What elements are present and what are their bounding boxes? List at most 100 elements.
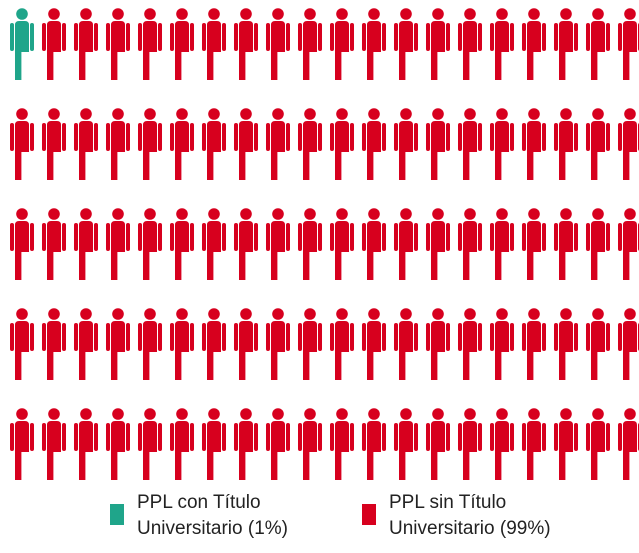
icon-head bbox=[624, 308, 636, 320]
person-icon bbox=[202, 8, 226, 80]
icon-arm bbox=[266, 123, 270, 151]
person-icon bbox=[234, 408, 258, 480]
icon-arm bbox=[362, 123, 366, 151]
person-icon bbox=[426, 408, 450, 480]
icon-arm bbox=[350, 223, 354, 251]
icon-head bbox=[560, 408, 572, 420]
person-icon bbox=[362, 308, 386, 380]
person-icon bbox=[394, 308, 418, 380]
icon-body bbox=[591, 421, 605, 480]
icon-arm bbox=[286, 423, 290, 451]
person-icon bbox=[234, 8, 258, 80]
icon-arm bbox=[490, 123, 494, 151]
icon-body bbox=[271, 121, 285, 180]
icon-arm bbox=[74, 323, 78, 351]
icon-arm bbox=[446, 23, 450, 51]
icon-arm bbox=[158, 223, 162, 251]
icon-body bbox=[335, 221, 349, 280]
icon-body bbox=[303, 21, 317, 80]
icon-arm bbox=[382, 423, 386, 451]
icon-head bbox=[400, 108, 412, 120]
icon-arm bbox=[542, 123, 546, 151]
person-icon bbox=[330, 408, 354, 480]
icon-arm bbox=[478, 23, 482, 51]
icon-arm bbox=[286, 223, 290, 251]
icon-arm bbox=[478, 123, 482, 151]
icon-arm bbox=[458, 423, 462, 451]
icon-head bbox=[80, 108, 92, 120]
icon-body bbox=[175, 21, 189, 80]
icon-arm bbox=[414, 323, 418, 351]
icon-arm bbox=[362, 323, 366, 351]
person-icon bbox=[362, 408, 386, 480]
icon-body bbox=[559, 21, 573, 80]
icon-arm bbox=[106, 123, 110, 151]
icon-arm bbox=[586, 23, 590, 51]
icon-body bbox=[495, 421, 509, 480]
icon-arm bbox=[318, 223, 322, 251]
icon-arm bbox=[30, 323, 34, 351]
icon-head bbox=[528, 8, 540, 20]
icon-arm bbox=[222, 223, 226, 251]
icon-arm bbox=[426, 23, 430, 51]
icon-head bbox=[176, 408, 188, 420]
icon-body bbox=[367, 421, 381, 480]
icon-arm bbox=[458, 123, 462, 151]
icon-head bbox=[560, 208, 572, 220]
icon-head bbox=[112, 108, 124, 120]
person-icon bbox=[266, 108, 290, 180]
icon-arm bbox=[446, 423, 450, 451]
person-icon bbox=[298, 408, 322, 480]
icon-body bbox=[111, 121, 125, 180]
icon-arm bbox=[542, 323, 546, 351]
icon-head bbox=[144, 408, 156, 420]
person-icon bbox=[106, 208, 130, 280]
legend-swatch bbox=[110, 504, 124, 525]
icon-arm bbox=[94, 323, 98, 351]
icon-head bbox=[144, 108, 156, 120]
icon-body bbox=[591, 21, 605, 80]
icon-arm bbox=[170, 23, 174, 51]
icon-head bbox=[208, 308, 220, 320]
icon-arm bbox=[510, 123, 514, 151]
icon-body bbox=[79, 421, 93, 480]
icon-arm bbox=[618, 23, 622, 51]
icon-body bbox=[175, 221, 189, 280]
icon-body bbox=[239, 321, 253, 380]
icon-arm bbox=[222, 423, 226, 451]
icon-arm bbox=[106, 323, 110, 351]
icon-head bbox=[272, 8, 284, 20]
icon-arm bbox=[126, 323, 130, 351]
icon-body bbox=[463, 21, 477, 80]
person-icon bbox=[298, 8, 322, 80]
icon-arm bbox=[126, 423, 130, 451]
icon-body bbox=[239, 221, 253, 280]
icon-body bbox=[15, 21, 29, 80]
icon-arm bbox=[414, 123, 418, 151]
icon-arm bbox=[554, 123, 558, 151]
icon-head bbox=[368, 208, 380, 220]
icon-body bbox=[15, 421, 29, 480]
icon-body bbox=[623, 21, 637, 80]
icon-head bbox=[528, 208, 540, 220]
person-icon bbox=[74, 208, 98, 280]
person-icon bbox=[298, 108, 322, 180]
icon-arm bbox=[330, 223, 334, 251]
icon-body bbox=[367, 321, 381, 380]
icon-arm bbox=[586, 123, 590, 151]
icon-arm bbox=[350, 423, 354, 451]
person-icon bbox=[330, 108, 354, 180]
icon-arm bbox=[542, 223, 546, 251]
icon-body bbox=[527, 421, 541, 480]
icon-arm bbox=[30, 423, 34, 451]
person-icon bbox=[138, 208, 162, 280]
icon-arm bbox=[138, 423, 142, 451]
icon-arm bbox=[298, 223, 302, 251]
person-icon bbox=[394, 208, 418, 280]
person-icon bbox=[522, 408, 546, 480]
icon-arm bbox=[382, 223, 386, 251]
icon-arm bbox=[394, 123, 398, 151]
icon-head bbox=[528, 108, 540, 120]
person-icon bbox=[458, 208, 482, 280]
person-icon bbox=[266, 308, 290, 380]
